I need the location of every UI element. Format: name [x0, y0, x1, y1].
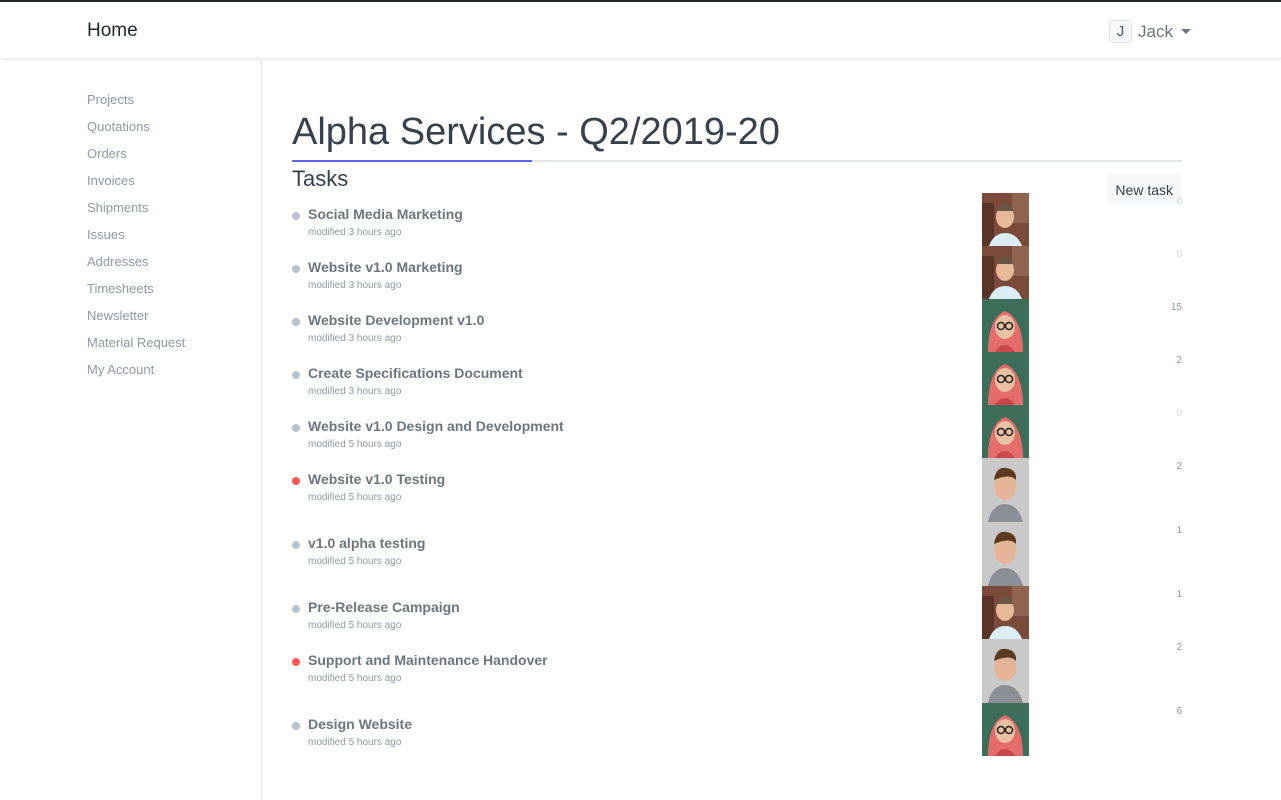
status-indicator	[292, 541, 300, 549]
sidebar-item-timesheets[interactable]: Timesheets	[87, 281, 154, 296]
caret-down-icon	[1180, 29, 1191, 34]
user-name: Jack	[1138, 21, 1173, 41]
sidebar-item-issues[interactable]: Issues	[87, 227, 125, 242]
assignee-avatar	[982, 405, 1029, 458]
assignee-avatar	[982, 639, 1029, 703]
task-row[interactable]: Create Specifications Document modified …	[292, 352, 1182, 413]
task-title-link[interactable]: Support and Maintenance Handover	[308, 652, 548, 668]
divider-accent	[292, 160, 532, 162]
comment-count: 2	[1176, 355, 1182, 366]
sidebar-item-material-request[interactable]: Material Request	[87, 335, 186, 350]
sidebar-item-invoices[interactable]: Invoices	[87, 173, 135, 188]
main-content: Alpha Services - Q2/2019-20 Tasks New ta…	[292, 59, 1182, 764]
comment-count: 0	[1176, 408, 1182, 419]
modified-time: modified 5 hours ago	[308, 556, 402, 567]
modified-time: modified 3 hours ago	[308, 333, 402, 344]
assignee-avatar	[982, 193, 1029, 246]
sidebar-item-my-account[interactable]: My Account	[87, 362, 155, 377]
task-row[interactable]: Website v1.0 Marketing modified 3 hours …	[292, 246, 1182, 307]
task-row[interactable]: Website v1.0 Design and Development modi…	[292, 405, 1182, 466]
task-row[interactable]: Support and Maintenance Handover modifie…	[292, 639, 1182, 711]
navbar: Home J Jack	[0, 0, 1281, 59]
sidebar: Projects Quotations Orders Invoices Shipment…	[0, 59, 262, 800]
status-indicator	[292, 658, 300, 666]
comment-count: 6	[1176, 706, 1182, 717]
sidebar-item-projects[interactable]: Projects	[87, 92, 134, 107]
comment-count: 2	[1176, 461, 1182, 472]
status-indicator	[292, 424, 300, 432]
user-avatar: J	[1109, 20, 1132, 43]
title-divider	[292, 160, 1182, 162]
task-row[interactable]: Social Media Marketing modified 3 hours …	[292, 193, 1182, 254]
status-indicator	[292, 265, 300, 273]
task-title-link[interactable]: Website v1.0 Design and Development	[308, 418, 564, 434]
comment-count: 1	[1176, 589, 1182, 600]
modified-time: modified 5 hours ago	[308, 439, 402, 450]
status-indicator	[292, 605, 300, 613]
sidebar-item-quotations[interactable]: Quotations	[87, 119, 150, 134]
task-title-link[interactable]: v1.0 alpha testing	[308, 535, 426, 551]
task-title-link[interactable]: Design Website	[308, 716, 412, 732]
comment-count: 2	[1176, 642, 1182, 653]
status-indicator	[292, 477, 300, 485]
comment-count: 1	[1176, 525, 1182, 536]
task-title-link[interactable]: Website v1.0 Testing	[308, 471, 446, 487]
page-title: Alpha Services - Q2/2019-20	[292, 111, 780, 153]
task-row[interactable]: Website v1.0 Testing modified 5 hours ag…	[292, 458, 1182, 530]
modified-time: modified 3 hours ago	[308, 386, 402, 397]
sidebar-item-addresses[interactable]: Addresses	[87, 254, 149, 269]
modified-time: modified 5 hours ago	[308, 673, 402, 684]
user-menu[interactable]: J Jack	[1109, 20, 1191, 43]
assignee-avatar	[982, 246, 1029, 299]
sidebar-item-shipments[interactable]: Shipments	[87, 200, 149, 215]
section-title: Tasks	[292, 166, 349, 191]
sidebar-item-newsletter[interactable]: Newsletter	[87, 308, 149, 323]
status-indicator	[292, 722, 300, 730]
task-title-link[interactable]: Website v1.0 Marketing	[308, 259, 463, 275]
modified-time: modified 3 hours ago	[308, 280, 402, 291]
new-task-button[interactable]: New task	[1106, 174, 1182, 205]
task-row[interactable]: Pre-Release Campaign modified 5 hours ag…	[292, 586, 1182, 647]
status-indicator	[292, 371, 300, 379]
modified-time: modified 5 hours ago	[308, 620, 402, 631]
status-indicator	[292, 318, 300, 326]
comment-count: 15	[1170, 302, 1182, 313]
modified-time: modified 5 hours ago	[308, 737, 402, 748]
task-row[interactable]: v1.0 alpha testing modified 5 hours ago …	[292, 522, 1182, 594]
comment-count: 0	[1176, 196, 1182, 207]
assignee-avatar	[982, 586, 1029, 639]
task-title-link[interactable]: Social Media Marketing	[308, 206, 463, 222]
task-title-link[interactable]: Create Specifications Document	[308, 365, 523, 381]
assignee-avatar	[982, 299, 1029, 352]
sidebar-item-orders[interactable]: Orders	[87, 146, 127, 161]
task-title-link[interactable]: Website Development v1.0	[308, 312, 485, 328]
task-row[interactable]: Website Development v1.0 modified 3 hour…	[292, 299, 1182, 360]
assignee-avatar	[982, 703, 1029, 756]
task-title-link[interactable]: Pre-Release Campaign	[308, 599, 460, 615]
comment-count: 0	[1176, 249, 1182, 260]
task-row[interactable]: Design Website modified 5 hours ago 6	[292, 703, 1182, 764]
assignee-avatar	[982, 522, 1029, 586]
status-indicator	[292, 212, 300, 220]
assignee-avatar	[982, 352, 1029, 405]
modified-time: modified 5 hours ago	[308, 492, 402, 503]
task-list: Social Media Marketing modified 3 hours …	[292, 193, 1182, 764]
assignee-avatar	[982, 458, 1029, 522]
home-link[interactable]: Home	[87, 20, 138, 41]
modified-time: modified 3 hours ago	[308, 227, 402, 238]
